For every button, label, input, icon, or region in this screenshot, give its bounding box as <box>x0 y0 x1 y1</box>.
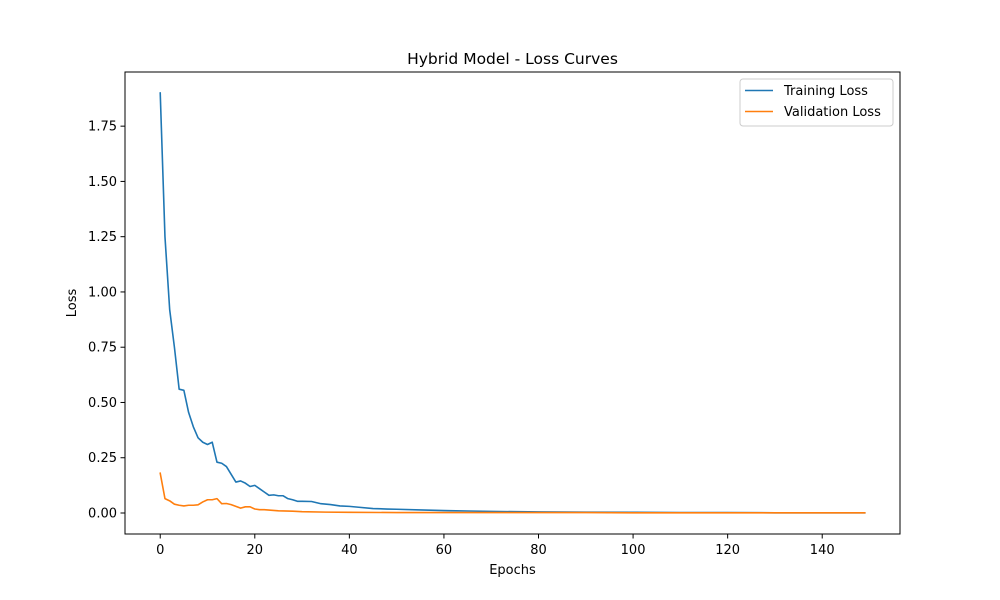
y-tick-label: 0.00 <box>88 507 117 522</box>
x-tick-label: 20 <box>247 543 264 558</box>
legend-box <box>739 78 894 127</box>
legend-label-validation-loss: Validation Loss <box>784 105 881 120</box>
plot-area <box>159 92 866 514</box>
y-axis-title: Loss <box>65 289 80 318</box>
axes-frame <box>124 71 901 535</box>
y-tick-label: 1.25 <box>88 230 117 245</box>
x-tick-label: 120 <box>715 543 740 558</box>
y-tick-label: 0.25 <box>88 451 117 466</box>
series-line-training-loss <box>159 92 866 514</box>
legend-label-training-loss: Training Loss <box>783 84 868 99</box>
legend: Training Loss Validation Loss <box>739 78 894 127</box>
x-tick-label: 140 <box>810 543 835 558</box>
x-tick-label: 0 <box>156 543 164 558</box>
y-tick-label: 1.00 <box>88 285 117 300</box>
series-line-validation-loss <box>159 472 866 514</box>
y-tick-label: 1.75 <box>88 120 117 135</box>
x-tick-label: 60 <box>436 543 453 558</box>
x-axis-title: Epochs <box>489 563 536 578</box>
x-tick-label: 80 <box>530 543 547 558</box>
y-tick-label: 1.50 <box>88 175 117 190</box>
chart-title: Hybrid Model - Loss Curves <box>407 50 618 68</box>
y-tick-label: 0.75 <box>88 341 117 356</box>
x-tick-label: 100 <box>621 543 646 558</box>
x-tick-label: 40 <box>341 543 358 558</box>
y-tick-label: 0.50 <box>88 396 117 411</box>
axis-ticks: 0 20 40 60 80 100 120 140 0.00 0.25 0.50 0.75 1.00 1.… <box>88 120 835 558</box>
